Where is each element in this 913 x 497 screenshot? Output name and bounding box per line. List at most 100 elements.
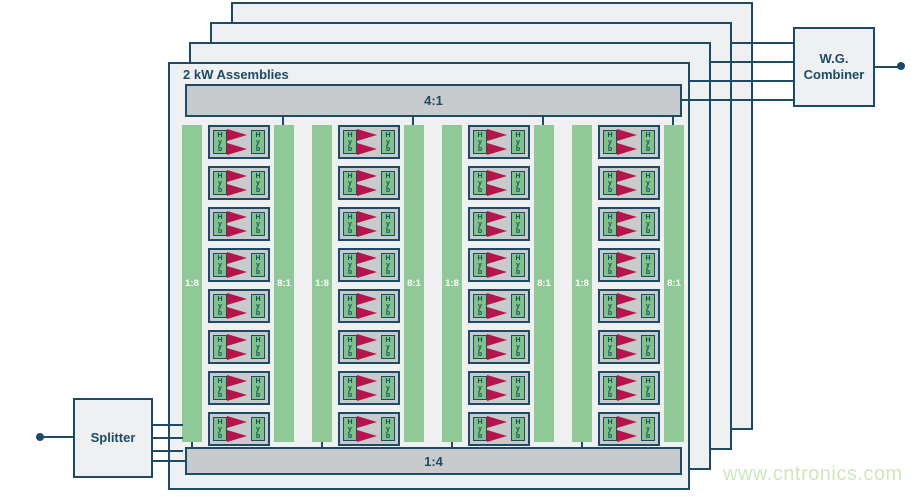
hybrid-label-letter: y <box>478 220 482 228</box>
amplifier-triangle-icon <box>617 307 637 319</box>
hybrid-label-letter: y <box>348 138 352 146</box>
hybrid-label-letter: b <box>607 432 613 440</box>
amplifier-triangle-icon <box>617 252 637 264</box>
hybrid-label-letter: H <box>385 418 391 426</box>
hybrid-label-letter: y <box>478 384 482 392</box>
hybrid-label-letter: H <box>385 172 391 180</box>
hybrid-label-letter: H <box>385 295 391 303</box>
hybrid-label-letter: b <box>515 309 521 317</box>
hybrid-label-letter: b <box>607 145 613 153</box>
amplifier-triangle-icon <box>487 143 507 155</box>
hybrid-label-letter: H <box>645 295 651 303</box>
hybrid-label-letter: y <box>348 425 352 433</box>
amplifier-triangle-icon <box>357 375 377 387</box>
hybrid-label-letter: b <box>385 145 391 153</box>
hybrid-label-letter: b <box>255 268 261 276</box>
hybrid-label-letter: y <box>218 425 222 433</box>
hybrid-label-letter: b <box>255 186 261 194</box>
hybrid-label-letter: y <box>386 384 390 392</box>
hybrid-label-letter: H <box>645 213 651 221</box>
hybrid-label-letter: b <box>477 268 483 276</box>
combiner-connector-tick <box>672 117 674 125</box>
hybrid-label-letter: b <box>645 268 651 276</box>
hybrid-label-letter: b <box>607 350 613 358</box>
input-1to8-bar: 1:8 <box>182 125 202 442</box>
hybrid-label-letter: b <box>477 227 483 235</box>
hybrid-label-letter: H <box>217 131 223 139</box>
amplifier-triangle-icon <box>617 170 637 182</box>
hybrid-label-letter: b <box>385 186 391 194</box>
hybrid-label-letter: y <box>218 343 222 351</box>
hybrid-label-letter: H <box>255 131 261 139</box>
hybrid-label-letter: y <box>386 138 390 146</box>
output-8to1-bar: 8:1 <box>534 125 554 442</box>
hybrid-label-letter: y <box>218 138 222 146</box>
hybrid-label-letter: y <box>646 343 650 351</box>
hybrid-label-letter: H <box>477 131 483 139</box>
hybrid-label-letter: H <box>607 172 613 180</box>
hybrid-label-letter: H <box>347 131 353 139</box>
amplifier-triangle-icon <box>357 307 377 319</box>
hybrid-label-letter: H <box>255 172 261 180</box>
amplifier-triangle-icon <box>487 307 507 319</box>
hybrid-label-letter: H <box>515 336 521 344</box>
hybrid-label-letter: y <box>218 302 222 310</box>
amplifier-triangle-icon <box>227 389 247 401</box>
combiner-collect-line-1 <box>682 99 793 101</box>
hybrid-label-letter: b <box>347 145 353 153</box>
hybrid-label-letter: H <box>217 377 223 385</box>
amplifier-triangle-icon <box>487 211 507 223</box>
hybrid-label-letter: H <box>607 377 613 385</box>
hybrid-label-letter: H <box>515 377 521 385</box>
amplifier-triangle-icon <box>357 430 377 442</box>
hybrid-label-letter: H <box>645 172 651 180</box>
splitter-connector-tick <box>321 442 323 448</box>
hybrid-label-letter: y <box>478 179 482 187</box>
amplifier-triangle-icon <box>357 389 377 401</box>
amplifier-triangle-icon <box>357 184 377 196</box>
hybrid-label-letter: y <box>608 425 612 433</box>
hybrid-label-letter: H <box>477 254 483 262</box>
hybrid-label-letter: y <box>256 343 260 351</box>
amplifier-triangle-icon <box>487 430 507 442</box>
input-1to8-bar: 1:8 <box>442 125 462 442</box>
hybrid-label-letter: y <box>218 261 222 269</box>
combiner-connector-tick <box>542 117 544 125</box>
hybrid-label-letter: H <box>607 131 613 139</box>
hybrid-label-letter: b <box>515 145 521 153</box>
hybrid-label-letter: b <box>645 145 651 153</box>
amplifier-triangle-icon <box>357 348 377 360</box>
amplifier-triangle-icon <box>227 266 247 278</box>
hybrid-label-letter: H <box>347 213 353 221</box>
hybrid-label-letter: y <box>608 261 612 269</box>
hybrid-label-letter: b <box>347 391 353 399</box>
hybrid-label-letter: H <box>515 254 521 262</box>
